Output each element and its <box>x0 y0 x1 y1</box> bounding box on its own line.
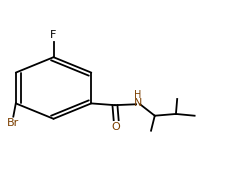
Text: Br: Br <box>7 118 19 128</box>
Text: F: F <box>50 30 57 40</box>
Text: H: H <box>134 90 142 100</box>
Text: N: N <box>134 98 142 108</box>
Text: O: O <box>112 122 121 132</box>
